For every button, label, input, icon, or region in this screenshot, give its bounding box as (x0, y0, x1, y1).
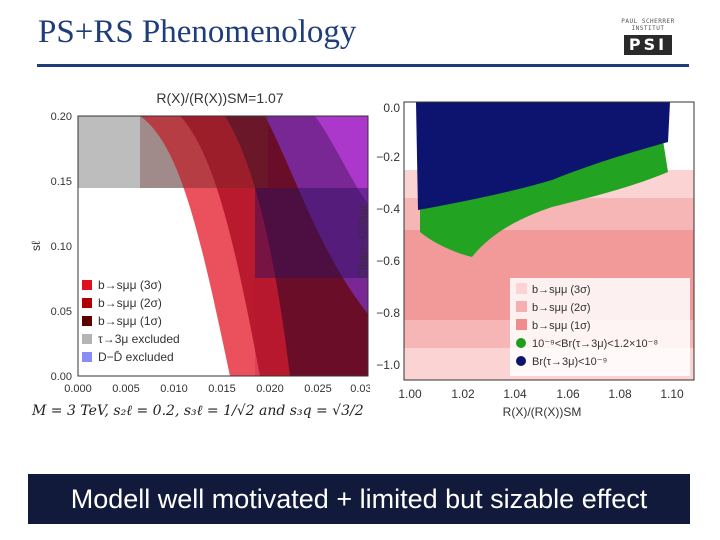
left-xtick-4: 0.020 (256, 383, 284, 395)
right-ytick-3: −0.6 (376, 254, 400, 268)
right-xtick-5: 1.10 (660, 387, 684, 401)
right-ytick-5: −1.0 (376, 358, 400, 372)
right-ytick-1: −0.2 (376, 150, 400, 164)
left-xtick-2: 0.010 (160, 383, 188, 395)
right-legend: b→sμμ (3σ) b→sμμ (2σ) b→sμμ (1σ) 10⁻⁹<Br… (510, 278, 690, 376)
right-legend-2: b→sμμ (1σ) (532, 320, 591, 332)
slide-title: PS+RS Phenomenology (38, 14, 357, 50)
left-xtick-0: 0.000 (64, 383, 92, 395)
logo-mark: PSI (624, 35, 672, 55)
left-plot-title: R(X)/(R(X))SM=1.07 (156, 90, 283, 106)
title-divider (37, 64, 689, 67)
right-legend-3: 10⁻⁹<Br(τ→3μ)<1.2×10⁻⁸ (532, 338, 658, 350)
right-xtick-3: 1.06 (556, 387, 580, 401)
right-xlabel: R(X)/(R(X))SM (503, 405, 582, 419)
green-scatter-region (420, 134, 668, 257)
left-legend-0: b→sμμ (3σ) (98, 278, 162, 292)
right-xtick-1: 1.02 (451, 387, 475, 401)
right-ytick-2: −0.4 (376, 202, 400, 216)
psi-logo: PAUL SCHERRER INSTITUT PSI (608, 18, 688, 55)
left-plot: R(X)/(R(X))SM=1.07 0.20 0.15 0.10 0.05 0… (30, 90, 370, 395)
left-ytick-2: 0.10 (51, 241, 72, 253)
right-ytick-4: −0.8 (376, 306, 400, 320)
left-xtick-6: 0.030 (350, 383, 370, 395)
left-legend-1: b→sμμ (2σ) (98, 296, 162, 310)
right-ylabel: C9μμ=−C10μμ (357, 206, 369, 278)
right-plot: 0.0 −0.2 −0.4 −0.6 −0.8 −1.0 C9μμ=−C10μμ… (357, 101, 695, 419)
caption-text: Modell well motivated + limited but siza… (70, 483, 648, 514)
right-xtick-4: 1.08 (608, 387, 632, 401)
right-xtick-2: 1.04 (503, 387, 527, 401)
right-legend-1: b→sμμ (2σ) (532, 302, 591, 314)
left-legend-4: D−D̄ excluded (98, 350, 174, 364)
left-legend-2: b→sμμ (1σ) (98, 314, 162, 328)
left-ytick-0: 0.20 (51, 111, 72, 123)
right-ytick-0: 0.0 (383, 101, 400, 115)
caption-banner: Modell well motivated + limited but siza… (28, 474, 690, 524)
left-ytick-1: 0.15 (51, 176, 72, 188)
left-xtick-3: 0.015 (208, 383, 236, 395)
left-ytick-3: 0.05 (51, 306, 72, 318)
band-purple-inner (315, 116, 368, 204)
left-ytick-4: 0.00 (51, 371, 72, 383)
right-legend-0: b→sμμ (3σ) (532, 284, 591, 296)
left-xtick-5: 0.025 (304, 383, 332, 395)
left-ylabel: sℓ (30, 241, 43, 251)
right-legend-4: Br(τ→3μ)<10⁻⁹ (532, 356, 607, 368)
band-purple-outer (265, 116, 368, 314)
left-xtick-1: 0.005 (112, 383, 140, 395)
left-legend: b→sμμ (3σ) b→sμμ (2σ) b→sμμ (1σ) τ→3μ ex… (82, 278, 180, 364)
model-parameters: M = 3 TeV, s₂ℓ = 0.2, s₃ℓ = 1/√2 and s₃q… (32, 403, 364, 419)
navy-scatter-region (416, 102, 670, 210)
logo-text: PAUL SCHERRER INSTITUT (621, 18, 675, 32)
right-xtick-0: 1.00 (398, 387, 422, 401)
left-legend-3: τ→3μ excluded (98, 332, 180, 346)
